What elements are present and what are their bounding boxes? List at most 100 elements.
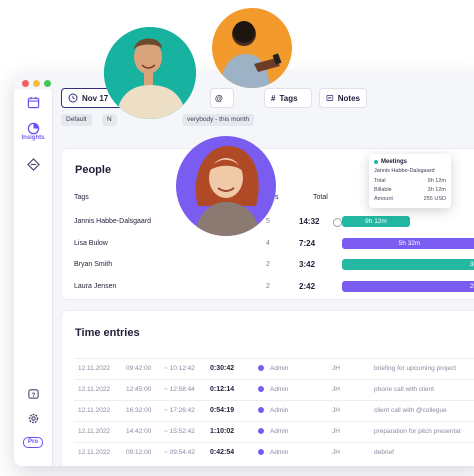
preset-chip-second[interactable]: N (102, 114, 117, 126)
person-time-bar[interactable]: 2h 42 (342, 281, 474, 292)
entry-note: debrief (374, 449, 394, 456)
person-total: 3:42 (299, 260, 316, 269)
entry-initials: JH (332, 386, 340, 393)
minimize-dot[interactable] (33, 80, 40, 87)
person-name[interactable]: Laura Jensen (74, 283, 117, 290)
user-filter[interactable]: @ (210, 88, 234, 108)
column-tags-header: Tags (74, 194, 89, 201)
tooltip-person: Jannis Habbe-Dalsgaard (374, 168, 435, 174)
sidebar-item-projects[interactable] (19, 158, 47, 171)
entry-user: Admin (270, 365, 289, 372)
column-total-header: Total (313, 194, 328, 201)
time-entry-row[interactable]: 12.11.2022 09:42:00 ~ 10:12:42 0:30:42 Admin… (74, 358, 474, 379)
notes-filter-label: Notes (337, 93, 360, 103)
man-phone-illustration (212, 8, 292, 88)
tooltip-title: Meetings (381, 159, 408, 165)
entry-note: phone call with client (374, 386, 434, 393)
bar-label: 3h 42 (469, 261, 474, 268)
tooltip-row-value: 255 USD (423, 196, 446, 202)
person-total: 14:32 (299, 217, 320, 226)
diamond-icon (26, 158, 40, 171)
person-count: 5 (266, 218, 270, 225)
entry-initials: JH (332, 407, 340, 414)
close-dot[interactable] (22, 80, 29, 87)
tags-filter[interactable]: # Tags (264, 88, 312, 108)
entry-note: client call with @collegue (374, 407, 447, 414)
project-color-dot (258, 449, 264, 455)
entry-initials: JH (332, 365, 340, 372)
entry-end: ~ 17:26:42 (164, 407, 195, 414)
column-count-header: s (275, 194, 279, 201)
meetings-tooltip: Meetings Jannis Habbe-Dalsgaard Total 9h… (369, 154, 451, 208)
person-name[interactable]: Lisa Bulow (74, 240, 108, 247)
at-icon: @ (215, 93, 223, 103)
preset-chip-default[interactable]: Default (61, 114, 92, 126)
person-time-bar[interactable]: 9h 12m (342, 216, 410, 227)
project-color-dot (258, 365, 264, 371)
entry-start: 14:42:00 (126, 428, 152, 435)
date-filter-label: Nov 17 (82, 93, 109, 103)
entry-end: ~ 12:58:44 (164, 386, 195, 393)
bar-label: 5h 32m (398, 240, 421, 247)
entry-end: ~ 15:52:42 (164, 428, 195, 435)
tooltip-row-label: Amount (374, 196, 393, 202)
tags-filter-label: Tags (279, 93, 298, 103)
person-name[interactable]: Bryan Smith (74, 261, 113, 268)
avatar-man-smiling (104, 27, 196, 119)
entry-user: Admin (270, 428, 289, 435)
tooltip-row-value: 3h 12m (427, 187, 446, 193)
entry-user: Admin (270, 407, 289, 414)
entry-start: 09:42:00 (126, 365, 152, 372)
person-name[interactable]: Jannis Habbe-Dalsgaard (74, 218, 152, 225)
person-time-bar[interactable]: 3h 42 (342, 259, 474, 270)
entry-date: 12.11.2022 (78, 428, 111, 435)
person-total: 7:24 (299, 239, 316, 248)
entry-initials: JH (332, 449, 340, 456)
person-time-bar[interactable]: 5h 32m (342, 238, 474, 249)
svg-text:?: ? (31, 392, 35, 399)
person-count: 2 (266, 261, 270, 268)
avatar-woman-red-hair (176, 136, 276, 236)
tooltip-row-value: 9h 12m (427, 178, 446, 184)
entry-note: briefing for upcoming project (374, 365, 457, 372)
entry-duration: 0:42:54 (210, 449, 235, 456)
hashtag-icon: # (271, 93, 276, 103)
sidebar-item-help[interactable]: ? (19, 388, 47, 401)
entry-end: ~ 09:54:42 (164, 449, 195, 456)
clock-icon (68, 93, 78, 103)
bar-label: 9h 12m (365, 218, 387, 225)
maximize-dot[interactable] (44, 80, 51, 87)
window-controls (22, 80, 51, 87)
entry-duration: 0:12:14 (210, 386, 235, 393)
people-title: People (75, 164, 112, 176)
help-icon: ? (27, 389, 39, 399)
project-color-dot (258, 386, 264, 392)
note-icon (326, 95, 334, 101)
entry-duration: 0:30:42 (210, 365, 235, 372)
preset-chip-scope[interactable]: verybody - this month (182, 114, 255, 126)
entry-duration: 1:10:02 (210, 428, 235, 435)
tooltip-row: Amount 255 USD (374, 196, 446, 202)
man-smiling-illustration (104, 27, 196, 119)
entry-start: 16:32:00 (126, 407, 152, 414)
sidebar-item-insights[interactable]: Insights (19, 122, 47, 141)
time-entry-row[interactable]: 12.11.2022 14:42:00 ~ 15:52:42 1:10:02 Admin… (74, 421, 474, 442)
time-entry-row[interactable]: 12.11.2022 16:32:00 ~ 17:26:42 0:54:19 Admin… (74, 400, 474, 421)
notes-filter[interactable]: Notes (319, 88, 367, 108)
gear-icon (28, 413, 38, 424)
info-icon[interactable] (333, 218, 342, 227)
avatar-man-phone (212, 8, 292, 88)
entry-note: preparation for pitch presentat (374, 428, 461, 435)
woman-red-hair-illustration (176, 136, 276, 236)
sidebar-item-settings[interactable] (19, 412, 47, 425)
entry-user: Admin (270, 449, 289, 456)
tooltip-row-label: Billable (374, 187, 392, 193)
calendar-icon (27, 96, 39, 109)
tooltip-row-label: Total (374, 178, 386, 184)
time-entry-row[interactable]: 12.11.2022 12:45:00 ~ 12:58:44 0:12:14 Admin… (74, 379, 474, 400)
entry-user: Admin (270, 386, 289, 393)
pro-badge[interactable]: Pro (23, 437, 43, 448)
time-entries-title: Time entries (75, 327, 140, 339)
sidebar-item-calendar[interactable] (19, 96, 47, 109)
time-entry-row[interactable]: 12.11.2022 09:12:00 ~ 09:54:42 0:42:54 Admin… (74, 442, 474, 463)
